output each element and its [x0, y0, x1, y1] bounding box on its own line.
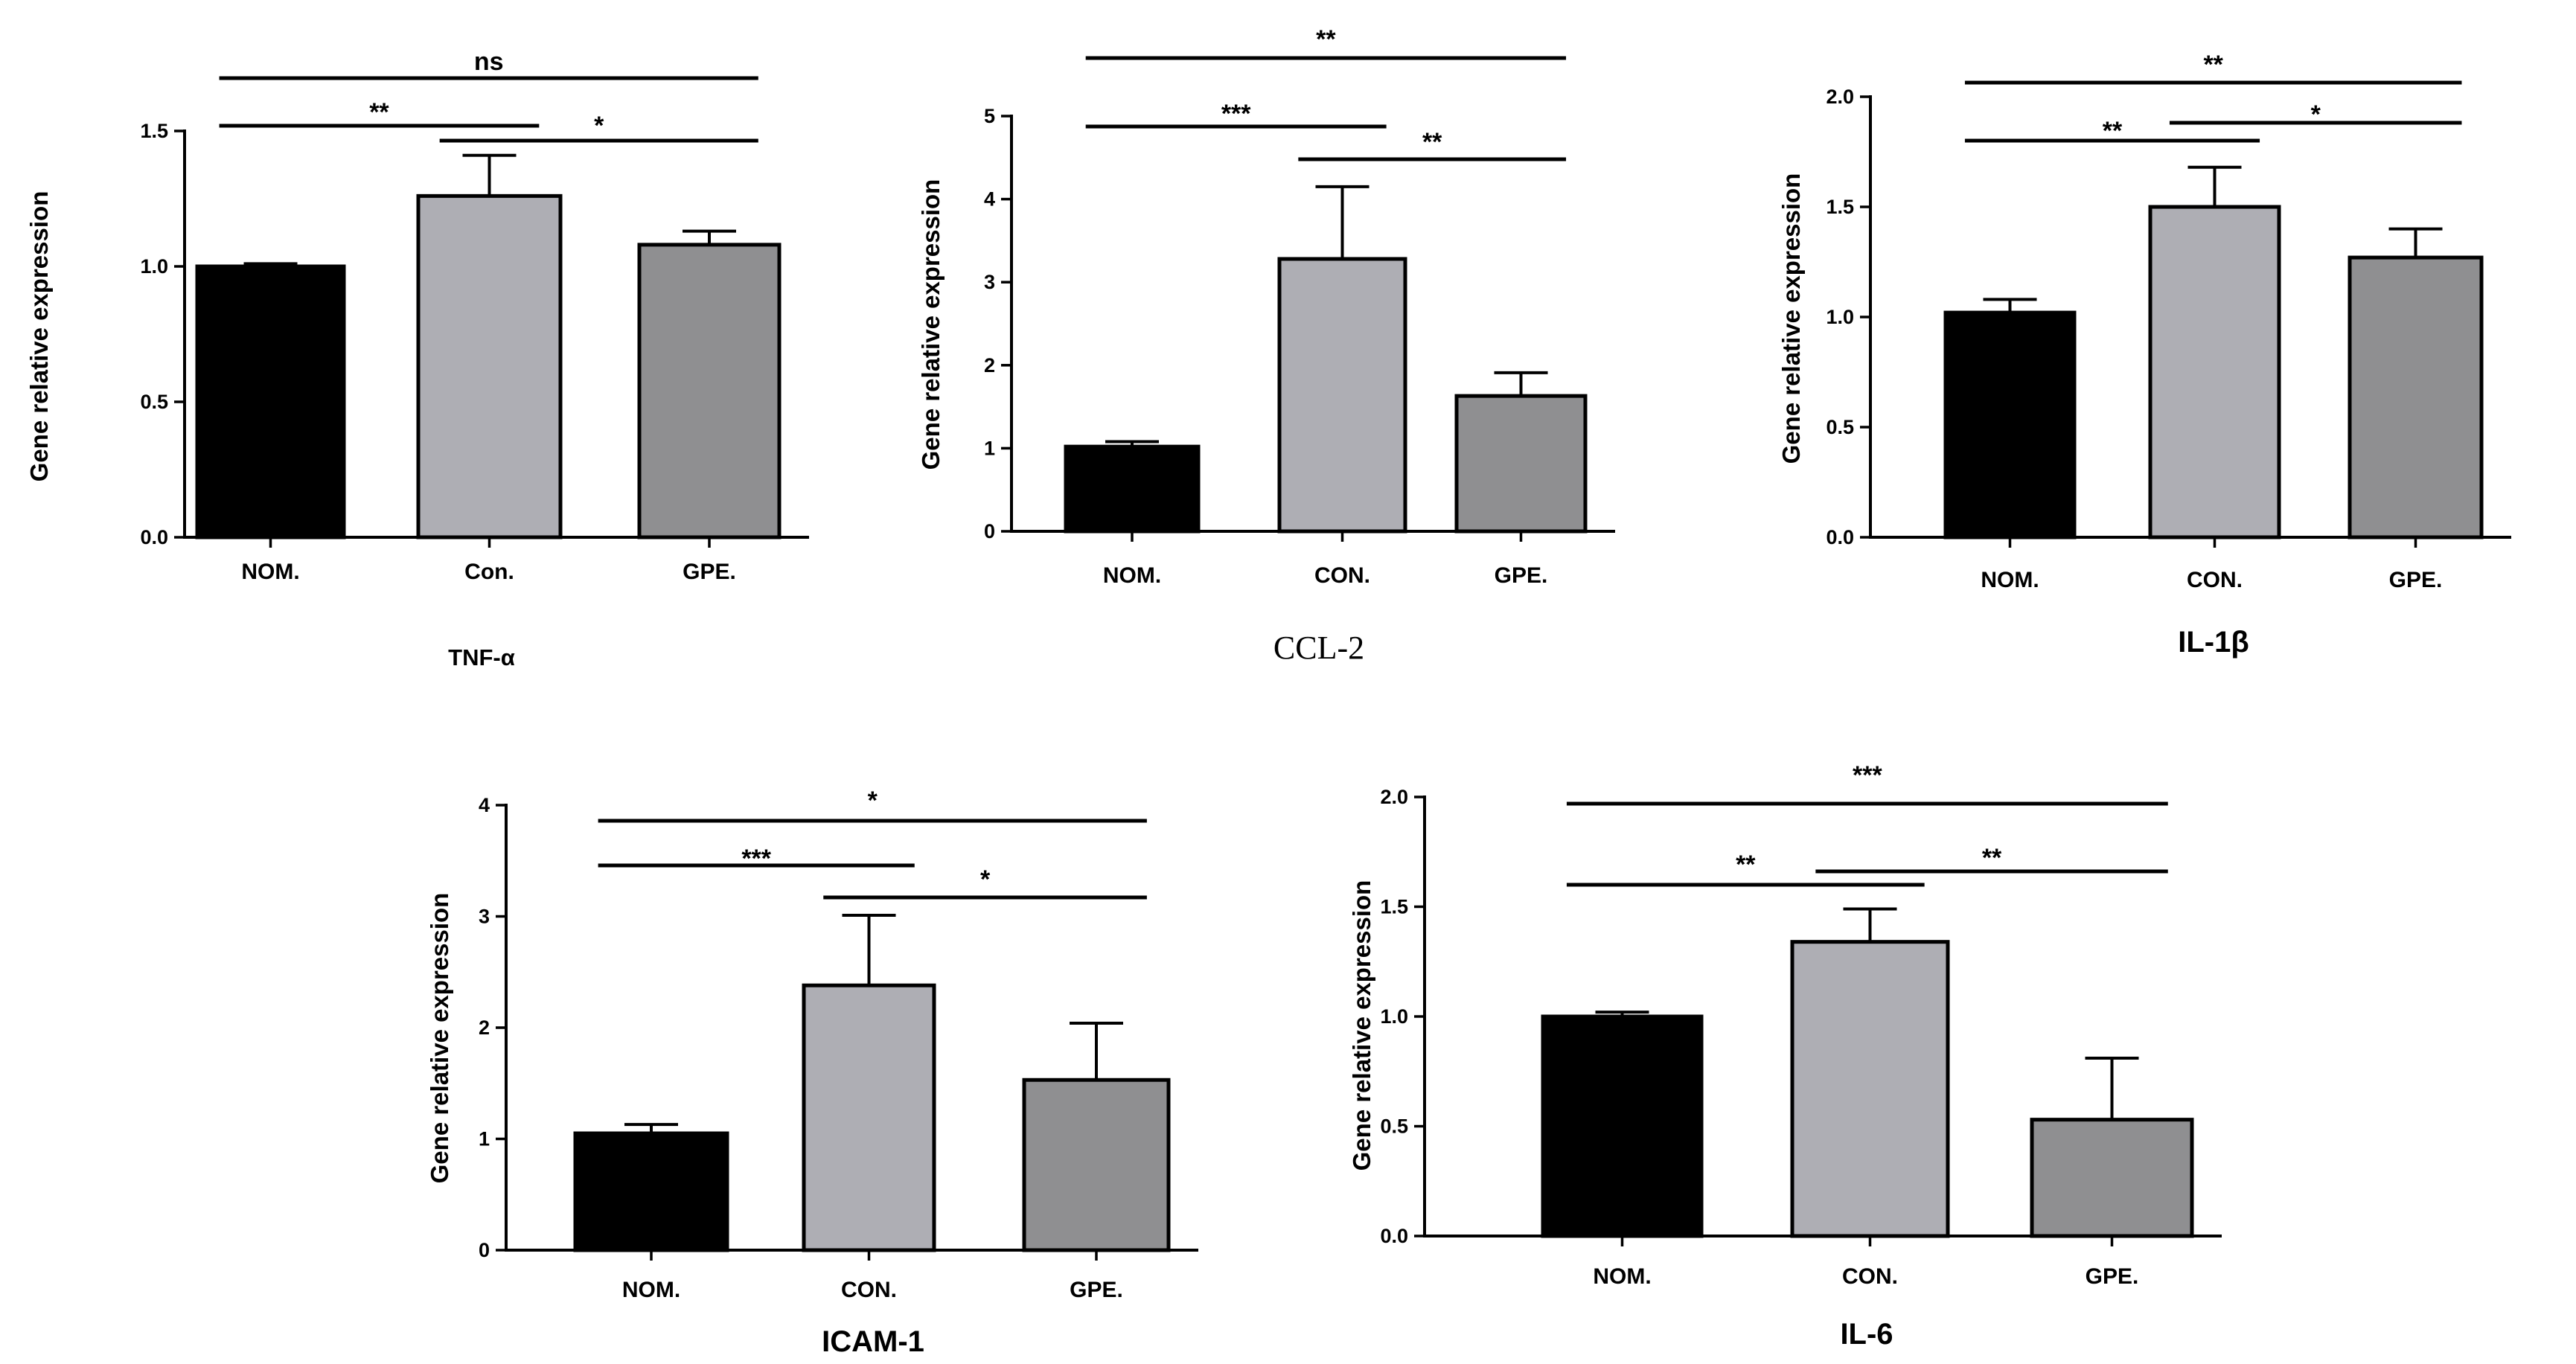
significance-label: ** — [2203, 51, 2223, 79]
chart-panel-3: 0.0 0.5 1.0 1.5 2.0 Gene relative expression N… — [1777, 51, 2511, 659]
y-tick-label: 2.0 — [1826, 86, 1854, 108]
x-category-label: NOM. — [622, 1278, 680, 1302]
x-category-label: NOM. — [1593, 1264, 1651, 1289]
significance-label: *** — [1853, 761, 1882, 790]
x-category-label: GPE. — [683, 560, 736, 584]
chart-title: TNF-α — [448, 644, 515, 670]
y-tick-label: 2 — [984, 354, 995, 377]
bar-gpe — [1454, 394, 1588, 534]
significance-label: *** — [1221, 100, 1251, 128]
y-tick-label: 1.0 — [1826, 306, 1854, 328]
x-category-label: NOM. — [1981, 568, 2039, 592]
bar-nom — [1943, 310, 2077, 539]
bar-con — [1790, 940, 1950, 1238]
bar-con — [2148, 205, 2281, 539]
x-category-label: GPE. — [2086, 1264, 2139, 1289]
significance-label: ** — [369, 98, 389, 127]
y-tick-label: 1.0 — [1380, 1005, 1408, 1028]
y-tick-label: 2 — [479, 1016, 490, 1039]
bar-con — [1277, 257, 1407, 534]
y-tick-label: 0.5 — [1826, 416, 1854, 438]
x-category-label: NOM. — [241, 560, 299, 584]
bar-nom — [573, 1131, 729, 1252]
y-tick-label: 0.5 — [1380, 1115, 1408, 1138]
x-category-label: GPE. — [1070, 1278, 1123, 1302]
y-tick-label: 0 — [984, 520, 995, 542]
significance-label: * — [2311, 100, 2321, 129]
bar-nom — [1064, 444, 1201, 534]
y-axis-label: Gene relative expression — [25, 191, 53, 482]
y-axis-label: Gene relative expression — [426, 893, 453, 1184]
chart-panel-2: 0 1 2 3 4 5 Gene relative expression NOM. CON. GP… — [917, 25, 1615, 666]
bar-gpe — [2348, 255, 2484, 539]
y-tick-label: 0.0 — [1826, 526, 1854, 548]
y-tick-label: 1.5 — [1826, 196, 1854, 218]
x-category-label: CON. — [1314, 563, 1370, 588]
x-category-label: NOM. — [1103, 563, 1161, 588]
chart-title: CCL-2 — [1273, 630, 1364, 666]
chart-panel-4: 0 1 2 3 4 Gene relative expression NOM. CON. GPE… — [426, 787, 1198, 1358]
x-category-label: Con. — [464, 560, 514, 584]
y-tick-label: 5 — [984, 105, 995, 127]
y-axis-label: Gene relative expression — [1777, 173, 1805, 464]
bar-con — [416, 193, 563, 539]
y-tick-label: 4 — [984, 188, 995, 211]
x-category-label: GPE. — [1495, 563, 1548, 588]
chart-title: IL-6 — [1840, 1318, 1893, 1351]
significance-label: * — [594, 112, 604, 140]
x-category-label: GPE. — [2389, 568, 2443, 592]
y-tick-label: 3 — [479, 906, 490, 928]
y-tick-label: 1.5 — [1380, 896, 1408, 918]
y-tick-label: 1.5 — [140, 120, 168, 142]
y-tick-label: 0.0 — [140, 526, 168, 548]
significance-label: ** — [1422, 128, 1442, 156]
y-tick-label: 0.5 — [140, 391, 168, 413]
significance-label: ns — [474, 48, 504, 76]
bar-nom — [195, 264, 346, 539]
bar-gpe — [2030, 1118, 2194, 1238]
x-category-label: CON. — [1842, 1264, 1898, 1289]
y-tick-label: 1 — [479, 1128, 490, 1150]
y-tick-label: 3 — [984, 271, 995, 293]
y-tick-label: 2.0 — [1380, 786, 1408, 808]
bar-con — [802, 983, 936, 1252]
bar-gpe — [637, 243, 782, 539]
chart-title: IL-1β — [2178, 626, 2249, 659]
x-category-label: CON. — [841, 1278, 897, 1302]
significance-label: ** — [1982, 844, 2002, 872]
y-axis-label: Gene relative expression — [917, 179, 945, 470]
y-axis-label: Gene relative expression — [1348, 880, 1375, 1171]
chart-title: ICAM-1 — [822, 1325, 924, 1358]
y-tick-label: 0.0 — [1380, 1225, 1408, 1247]
significance-label: ** — [1736, 851, 1756, 879]
y-tick-label: 0 — [479, 1239, 490, 1261]
significance-label: ** — [1316, 25, 1336, 54]
y-tick-label: 1.0 — [140, 255, 168, 278]
bar-nom — [1541, 1014, 1704, 1238]
y-tick-label: 4 — [479, 794, 490, 816]
bar-gpe — [1022, 1078, 1171, 1252]
y-tick-label: 1 — [984, 437, 995, 459]
chart-panel-5: 0.0 0.5 1.0 1.5 2.0 Gene relative expression N… — [1348, 761, 2222, 1351]
significance-label: ** — [2103, 117, 2123, 145]
x-category-label: CON. — [2187, 568, 2243, 592]
significance-label: *** — [741, 845, 771, 873]
chart-panel-1: 0.0 0.5 1.0 1.5 Gene relative expression NOM.… — [25, 48, 809, 670]
significance-label: * — [868, 787, 878, 815]
significance-label: * — [980, 865, 991, 894]
